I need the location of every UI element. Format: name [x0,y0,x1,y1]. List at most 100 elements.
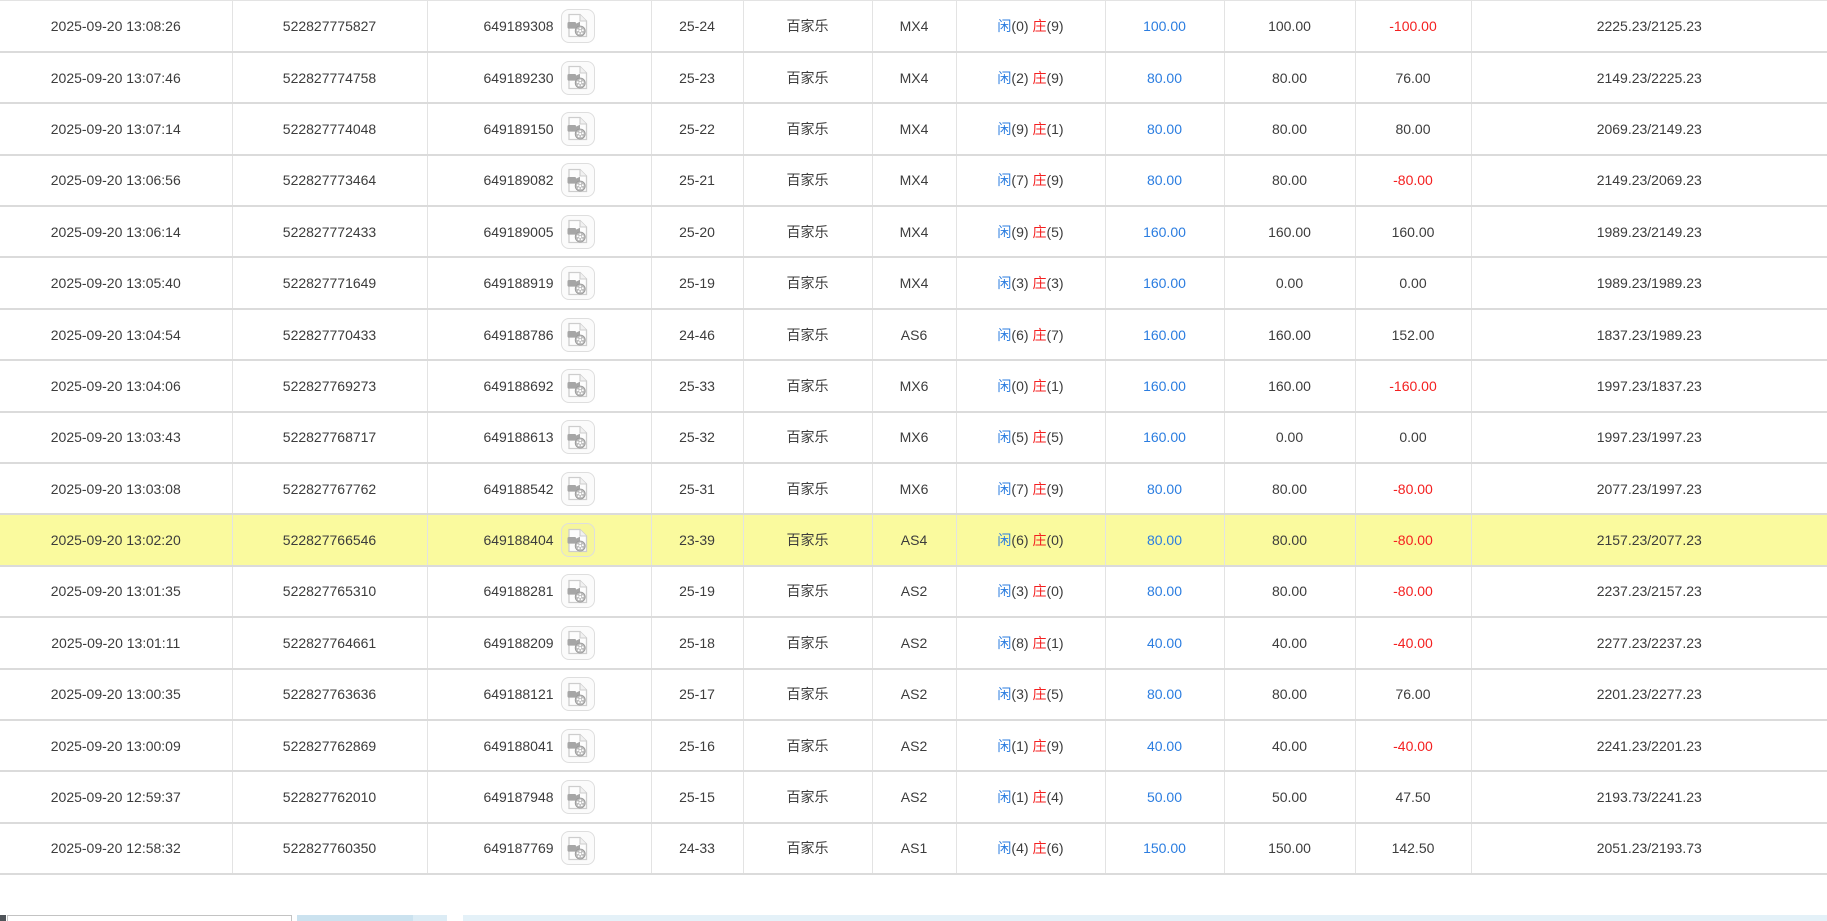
order-number-cell: 522827773464 [232,154,428,208]
bet-record-row[interactable]: 2025-09-20 13:04:06 522827769273 6491886… [0,360,1827,413]
video-replay-button[interactable] [560,266,595,301]
video-replay-button[interactable] [560,471,595,506]
bet-amount-link[interactable]: 40.00 [1146,737,1183,754]
game-type-cell: 百家乐 [743,463,873,516]
player-result-label: 闲 [997,326,1012,343]
banker-result-score: (6) [1046,840,1064,857]
bet-amount-cell: 100.00 [1105,0,1225,53]
bet-record-row[interactable]: 2025-09-20 13:03:43 522827768717 6491886… [0,411,1827,465]
bet-amount-link[interactable]: 160.00 [1143,377,1186,394]
balance-cell: 2157.23/2077.23 [1471,514,1827,567]
video-replay-button[interactable] [560,831,595,866]
video-file-icon [567,477,588,501]
win-loss-amount: -40.00 [1393,737,1433,754]
bet-time-cell: 2025-09-20 13:04:54 [0,308,233,362]
bet-amount-link[interactable]: 160.00 [1143,429,1186,446]
table-code: AS2 [900,583,928,600]
bet-amount-link[interactable]: 80.00 [1146,480,1183,497]
valid-amount: 80.00 [1271,69,1308,86]
footer-scrollbar-track[interactable] [463,915,1827,921]
bet-record-row[interactable]: 2025-09-20 13:08:26 522827775827 6491893… [0,0,1827,53]
bet-record-row[interactable]: 2025-09-20 13:03:08 522827767762 6491885… [0,463,1827,516]
bet-amount-link[interactable]: 80.00 [1146,686,1183,703]
video-replay-button[interactable] [560,677,595,712]
game-number: 649188404 [483,532,554,549]
game-type-cell: 百家乐 [743,0,873,53]
video-replay-button[interactable] [560,317,595,352]
bet-time-cell: 2025-09-20 13:03:43 [0,411,233,465]
bet-record-row[interactable]: 2025-09-20 13:01:11 522827764661 6491882… [0,617,1827,670]
footer-page-size-box[interactable] [7,915,292,921]
win-loss-amount: -80.00 [1393,532,1433,549]
round-number: 24-33 [679,840,715,857]
footer-button-strip-secondary[interactable] [413,915,447,921]
round-number-cell: 25-19 [651,565,744,619]
video-replay-button[interactable] [560,163,595,198]
bet-record-row[interactable]: 2025-09-20 12:58:32 522827760350 6491877… [0,822,1827,876]
video-replay-button[interactable] [560,625,595,660]
bet-amount-link[interactable]: 40.00 [1146,634,1183,651]
bet-record-row[interactable]: 2025-09-20 13:02:20 522827766546 6491884… [0,514,1827,567]
video-replay-button[interactable] [560,574,595,609]
table-code-cell: MX6 [872,411,957,465]
bet-record-row[interactable]: 2025-09-20 13:07:46 522827774758 6491892… [0,51,1827,105]
round-number: 25-32 [679,429,715,446]
bet-record-row[interactable]: 2025-09-20 13:01:35 522827765310 6491882… [0,565,1827,619]
order-number: 522827762869 [282,737,377,754]
bet-amount-cell: 40.00 [1105,617,1225,670]
footer-button-strip[interactable] [297,915,413,921]
player-result-score: (1) [1011,737,1029,754]
video-replay-button[interactable] [560,111,595,146]
order-number: 522827764661 [282,634,377,651]
player-result-label: 闲 [997,223,1012,240]
game-type: 百家乐 [786,377,829,394]
video-replay-button[interactable] [560,368,595,403]
bet-time-cell: 2025-09-20 13:04:06 [0,360,233,413]
win-loss-amount: 76.00 [1395,686,1431,703]
video-replay-button[interactable] [560,728,595,763]
video-replay-button[interactable] [560,523,595,558]
game-type: 百家乐 [786,120,829,137]
bet-amount-link[interactable]: 160.00 [1143,223,1186,240]
bet-amount-link[interactable]: 80.00 [1146,532,1183,549]
bet-record-row[interactable]: 2025-09-20 12:59:37 522827762010 6491879… [0,771,1827,824]
win-loss-cell: -40.00 [1355,719,1472,773]
bet-amount-link[interactable]: 80.00 [1146,120,1183,137]
bet-amount-link[interactable]: 100.00 [1143,17,1186,34]
bet-record-row[interactable]: 2025-09-20 13:05:40 522827771649 6491889… [0,257,1827,310]
valid-amount: 80.00 [1271,686,1308,703]
table-code: MX4 [899,69,929,86]
video-replay-button[interactable] [560,420,595,455]
bet-amount-link[interactable]: 80.00 [1146,172,1183,189]
bet-amount-link[interactable]: 80.00 [1146,69,1183,86]
valid-amount: 80.00 [1271,532,1308,549]
video-file-icon [567,682,588,706]
video-replay-button[interactable] [560,214,595,249]
video-replay-button[interactable] [560,8,595,43]
balance-cell: 2077.23/1997.23 [1471,463,1827,516]
video-replay-button[interactable] [560,60,595,95]
game-number: 649189308 [483,17,554,34]
player-result-label: 闲 [997,17,1012,34]
round-number-cell: 24-33 [651,822,744,876]
bet-record-row[interactable]: 2025-09-20 13:00:09 522827762869 6491880… [0,719,1827,773]
round-number-cell: 23-39 [651,514,744,567]
video-file-icon [567,14,588,38]
win-loss-amount: 160.00 [1391,223,1435,240]
game-type-cell: 百家乐 [743,154,873,208]
bet-amount-link[interactable]: 160.00 [1143,326,1186,343]
bet-record-row[interactable]: 2025-09-20 13:06:14 522827772433 6491890… [0,206,1827,259]
table-code-cell: MX4 [872,154,957,208]
bet-amount-link[interactable]: 80.00 [1146,583,1183,600]
bet-record-row[interactable]: 2025-09-20 13:07:14 522827774048 6491891… [0,103,1827,156]
bet-amount-link[interactable]: 150.00 [1143,840,1186,857]
game-number-cell: 649188121 [427,668,652,721]
banker-result-score: (9) [1046,69,1064,86]
bet-amount-link[interactable]: 50.00 [1146,789,1183,806]
bet-amount-link[interactable]: 160.00 [1143,275,1186,292]
bet-record-row[interactable]: 2025-09-20 13:04:54 522827770433 6491887… [0,308,1827,362]
bet-record-row[interactable]: 2025-09-20 13:06:56 522827773464 6491890… [0,154,1827,208]
video-replay-button[interactable] [560,780,595,815]
bet-record-row[interactable]: 2025-09-20 13:00:35 522827763636 6491881… [0,668,1827,721]
video-file-icon [567,374,588,398]
